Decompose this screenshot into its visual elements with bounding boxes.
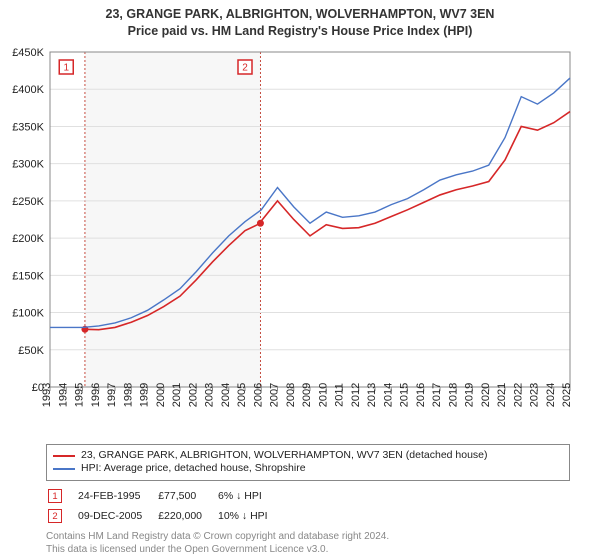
x-tick-label: 1999: [139, 383, 151, 407]
event-row-1: 1 24-FEB-1995£77,5006% ↓ HPI: [48, 487, 282, 505]
event-marker-2: 2: [48, 509, 62, 523]
x-tick-label: 1996: [90, 383, 102, 407]
x-tick-label: 1997: [106, 383, 118, 407]
event-marker-num-2: 2: [242, 62, 248, 73]
sale-period-shade: [85, 52, 261, 387]
legend-row-0: 23, GRANGE PARK, ALBRIGHTON, WOLVERHAMPT…: [53, 449, 563, 463]
x-tick-label: 2016: [415, 383, 427, 407]
x-tick-label: 1995: [74, 383, 86, 407]
sale-point-2: [257, 219, 264, 226]
line-chart-svg: £0£50K£100K£150K£200K£250K£300K£350K£400…: [0, 42, 600, 442]
event-delta: 6% ↓ HPI: [218, 487, 282, 505]
legend-label: HPI: Average price, detached house, Shro…: [81, 462, 306, 476]
event-price: £220,000: [158, 507, 216, 525]
event-row-2: 2 09-DEC-2005£220,00010% ↓ HPI: [48, 507, 282, 525]
chart-area: £0£50K£100K£150K£200K£250K£300K£350K£400…: [0, 42, 600, 442]
y-tick-label: £50K: [18, 345, 44, 357]
legend: 23, GRANGE PARK, ALBRIGHTON, WOLVERHAMPT…: [46, 444, 570, 481]
y-tick-label: £100K: [12, 307, 44, 319]
x-tick-label: 2007: [269, 383, 281, 407]
x-tick-label: 2008: [285, 383, 297, 407]
footer-attribution: Contains HM Land Registry data © Crown c…: [46, 531, 570, 556]
y-tick-label: £250K: [12, 196, 44, 208]
x-tick-label: 2020: [480, 383, 492, 407]
x-tick-label: 2017: [431, 383, 443, 407]
x-tick-label: 2001: [171, 383, 183, 407]
y-tick-label: £200K: [12, 233, 44, 245]
x-tick-label: 1998: [122, 383, 134, 407]
x-tick-label: 2012: [350, 383, 362, 407]
x-tick-label: 2014: [382, 383, 394, 407]
y-tick-label: £350K: [12, 121, 44, 133]
legend-swatch: [53, 468, 75, 470]
x-tick-label: 1993: [41, 383, 53, 407]
event-date: 24-FEB-1995: [78, 487, 156, 505]
x-tick-label: 2010: [317, 383, 329, 407]
x-tick-label: 2025: [561, 383, 573, 407]
x-tick-label: 2004: [220, 383, 232, 407]
x-tick-label: 2009: [301, 383, 313, 407]
footer-line-1: Contains HM Land Registry data © Crown c…: [46, 531, 570, 544]
chart-title-block: 23, GRANGE PARK, ALBRIGHTON, WOLVERHAMPT…: [0, 0, 600, 42]
title-line-2: Price paid vs. HM Land Registry's House …: [4, 23, 596, 40]
legend-row-1: HPI: Average price, detached house, Shro…: [53, 462, 563, 476]
x-tick-label: 2002: [187, 383, 199, 407]
event-date: 09-DEC-2005: [78, 507, 156, 525]
y-tick-label: £150K: [12, 270, 44, 282]
event-marker-num-1: 1: [63, 62, 69, 73]
x-tick-label: 2018: [447, 383, 459, 407]
footer-line-2: This data is licensed under the Open Gov…: [46, 544, 570, 557]
legend-label: 23, GRANGE PARK, ALBRIGHTON, WOLVERHAMPT…: [81, 449, 488, 463]
y-tick-label: £400K: [12, 84, 44, 96]
x-tick-label: 2021: [496, 383, 508, 407]
events-table: 1 24-FEB-1995£77,5006% ↓ HPI 2 09-DEC-2005£…: [46, 485, 284, 527]
x-tick-label: 2005: [236, 383, 248, 407]
event-delta: 10% ↓ HPI: [218, 507, 282, 525]
x-tick-label: 2023: [529, 383, 541, 407]
y-tick-label: £300K: [12, 158, 44, 170]
x-tick-label: 2013: [366, 383, 378, 407]
x-tick-label: 2022: [512, 383, 524, 407]
x-tick-label: 2011: [334, 383, 346, 407]
x-tick-label: 2006: [252, 383, 264, 407]
event-price: £77,500: [158, 487, 216, 505]
x-tick-label: 2019: [464, 383, 476, 407]
x-tick-label: 2015: [399, 383, 411, 407]
legend-swatch: [53, 455, 75, 457]
event-marker-1: 1: [48, 489, 62, 503]
x-tick-label: 2000: [155, 383, 167, 407]
x-tick-label: 2003: [204, 383, 216, 407]
title-line-1: 23, GRANGE PARK, ALBRIGHTON, WOLVERHAMPT…: [4, 6, 596, 23]
x-tick-label: 1994: [57, 383, 69, 407]
x-tick-label: 2024: [545, 383, 557, 407]
y-tick-label: £450K: [12, 47, 44, 59]
